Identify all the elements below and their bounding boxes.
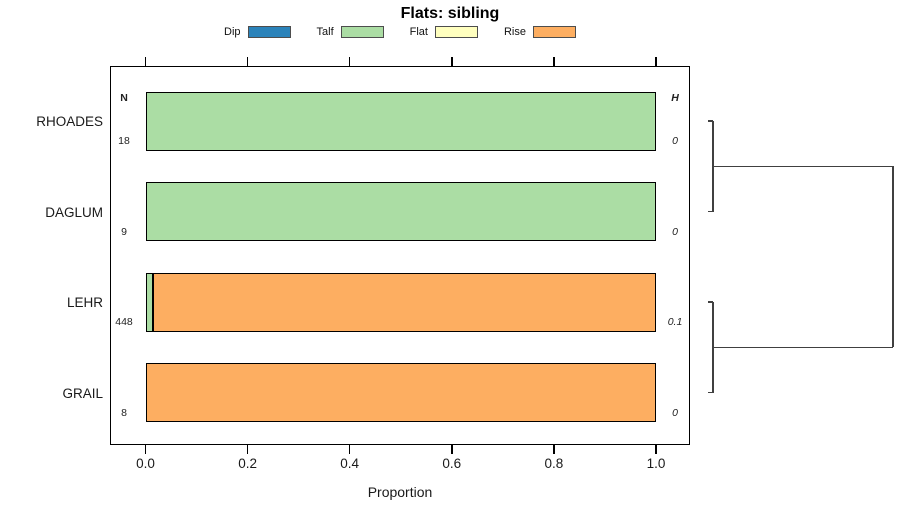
- dendrogram-bracket-cap: [708, 301, 713, 303]
- x-axis-tick-top: [348, 57, 351, 66]
- x-axis-tick-bottom: [451, 445, 453, 454]
- legend-item-dip: Dip: [224, 26, 291, 38]
- x-tick-label: 0.0: [136, 456, 155, 471]
- dendrogram-link: [713, 165, 893, 167]
- legend-item-rise: Rise: [504, 26, 576, 38]
- n-column-header: N: [120, 92, 128, 104]
- dendrogram-bracket-cap: [708, 391, 713, 394]
- x-axis-tick-bottom: [348, 445, 351, 454]
- x-tick-label: 0.2: [238, 456, 257, 471]
- x-axis-tick-top: [451, 57, 453, 66]
- bar-segment-rise: [145, 363, 656, 422]
- legend-item-talf: Talf: [317, 26, 384, 38]
- legend-color-chip: [247, 26, 291, 38]
- h-column-header: H: [671, 92, 679, 104]
- x-tick-label: 1.0: [646, 456, 666, 471]
- h-value: 0: [672, 406, 678, 419]
- x-axis-tick-top: [144, 57, 147, 66]
- dendrogram-join: [892, 166, 894, 348]
- n-value: 9: [121, 225, 127, 238]
- legend-label: Rise: [503, 26, 526, 38]
- bar-segment-talf: [145, 182, 656, 241]
- x-axis-tick-bottom: [553, 445, 555, 454]
- bar-segment-talf: [145, 272, 154, 332]
- legend-color-chip: [434, 26, 478, 38]
- legend: Dip Talf Flat Rise: [110, 26, 690, 38]
- x-axis-tick-bottom: [144, 445, 147, 454]
- h-value: 0.1: [667, 316, 683, 328]
- h-value: 0: [672, 225, 678, 238]
- category-label: DAGLUM: [45, 204, 103, 220]
- legend-color-chip: [340, 26, 384, 38]
- dendrogram-bracket-cap: [708, 210, 713, 213]
- n-value: 18: [118, 135, 130, 147]
- dendrogram-bracket: [712, 302, 714, 393]
- bar-segment-talf: [145, 91, 656, 151]
- x-axis-tick-bottom: [246, 445, 249, 454]
- x-axis-label: Proportion: [367, 484, 433, 500]
- legend-color-chip: [533, 26, 576, 38]
- category-label: GRAIL: [62, 385, 103, 401]
- legend-label: Dip: [224, 26, 241, 38]
- x-axis-tick-top: [246, 57, 249, 66]
- x-tick-label: 0.4: [340, 456, 360, 471]
- legend-label: Flat: [409, 26, 428, 38]
- dendrogram-bracket: [712, 121, 714, 212]
- legend-item-flat: Flat: [410, 26, 478, 38]
- dendrogram-link: [713, 346, 893, 348]
- x-axis-tick-top: [553, 57, 555, 66]
- category-label: RHOADES: [36, 114, 103, 129]
- n-value: 448: [115, 316, 133, 328]
- x-tick-label: 0.6: [442, 456, 462, 471]
- category-label: LEHR: [66, 295, 103, 310]
- x-axis-tick-bottom: [655, 445, 657, 454]
- legend-label: Talf: [316, 26, 334, 38]
- h-value: 0: [672, 135, 678, 147]
- bar-segment-rise: [153, 272, 656, 332]
- n-value: 8: [121, 406, 127, 419]
- x-tick-label: 0.8: [544, 456, 564, 471]
- chart-title: Flats: sibling: [400, 5, 500, 22]
- x-axis-tick-top: [655, 57, 657, 66]
- dendrogram-bracket-cap: [708, 120, 713, 122]
